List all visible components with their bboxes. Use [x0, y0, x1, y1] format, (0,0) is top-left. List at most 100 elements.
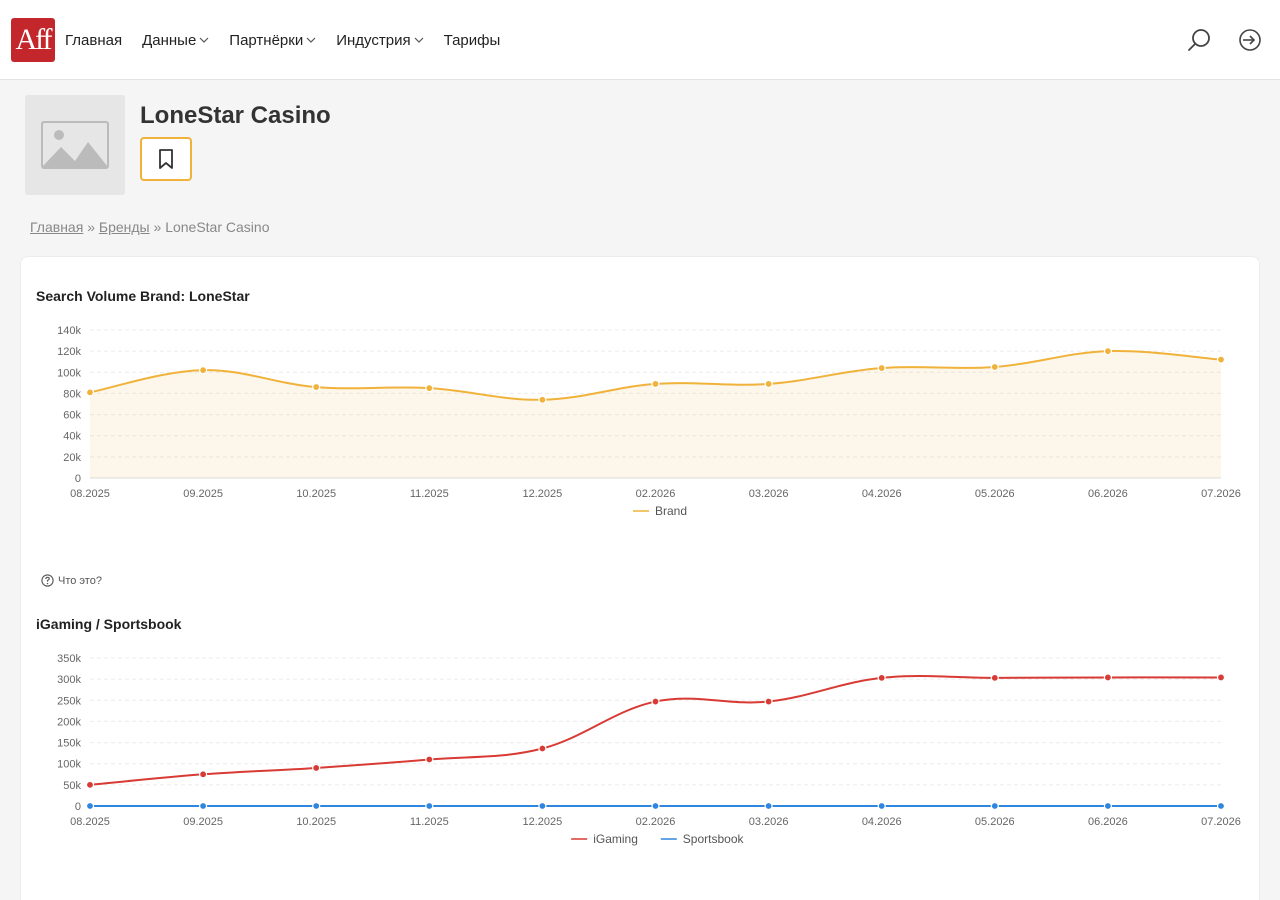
y-tick-label: 40k	[63, 431, 81, 443]
y-tick-label: 120k	[57, 346, 81, 358]
data-point[interactable]	[199, 801, 208, 811]
data-point[interactable]	[85, 780, 95, 789]
breadcrumb-brands-link[interactable]: Бренды	[98, 219, 150, 235]
data-point[interactable]	[312, 763, 321, 773]
top-header: Aff Главная Данные Партнёрки Индустрия Т…	[0, 0, 1280, 80]
x-tick-label: 06.2026	[1088, 488, 1128, 500]
data-point[interactable]	[1103, 801, 1113, 811]
data-point[interactable]	[1103, 673, 1113, 682]
y-tick-label: 50k	[63, 780, 81, 792]
x-tick-label: 10.2025	[296, 488, 336, 500]
data-point[interactable]	[1216, 673, 1226, 682]
breadcrumb-separator: »	[87, 219, 95, 235]
data-point[interactable]	[990, 801, 999, 811]
chevron-down-icon	[199, 37, 209, 43]
igaming-sportsbook-chart: 0 50k 100k 150k 200k 250k 300k 350k 08.2025 09.20…	[57, 653, 1241, 846]
chevron-down-icon	[306, 37, 316, 43]
x-tick-label: 07.2026	[1201, 488, 1241, 500]
search-volume-chart: 0 20k 40k 60k 80k 100k 120k 140k 08.2025 09.2025 1…	[57, 325, 1241, 518]
nav-home[interactable]: Главная	[65, 32, 122, 49]
y-tick-label: 140k	[57, 325, 81, 337]
y-tick-label: 0	[75, 473, 81, 485]
x-tick-label: 04.2026	[862, 816, 902, 828]
data-point[interactable]	[1216, 355, 1226, 364]
x-tick-label: 05.2026	[975, 488, 1015, 500]
data-point[interactable]	[538, 744, 547, 753]
breadcrumb: Главная » Бренды » LoneStar Casino	[30, 219, 269, 235]
chevron-down-icon	[414, 37, 424, 43]
question-icon	[41, 574, 54, 587]
data-point[interactable]	[651, 801, 660, 811]
breadcrumb-separator: »	[153, 219, 162, 235]
help-link[interactable]: Что это?	[41, 574, 102, 587]
bookmark-button[interactable]	[140, 137, 192, 181]
nav-tariffs[interactable]: Тарифы	[444, 32, 501, 49]
y-tick-label: 150k	[57, 738, 81, 750]
data-point[interactable]	[651, 697, 660, 706]
x-tick-label: 08.2025	[70, 488, 110, 500]
data-point[interactable]	[85, 801, 95, 811]
data-point[interactable]	[1103, 347, 1113, 356]
data-point[interactable]	[425, 755, 434, 764]
breadcrumb-home-link[interactable]: Главная	[30, 219, 84, 235]
y-tick-label: 100k	[57, 367, 81, 379]
data-point[interactable]	[538, 395, 547, 404]
nav-label: Главная	[65, 31, 123, 49]
search-icon[interactable]	[1186, 27, 1212, 53]
y-tick-label: 250k	[57, 695, 81, 707]
data-point[interactable]	[425, 384, 434, 393]
main-nav: Главная Данные Партнёрки Индустрия Тариф…	[65, 0, 520, 80]
chart-title-search-volume: Search Volume Brand: LoneStar	[36, 288, 250, 304]
chart-title-igaming: iGaming / Sportsbook	[36, 616, 182, 632]
x-tick-label: 08.2025	[70, 816, 110, 828]
breadcrumb-current: LoneStar Casino	[165, 219, 270, 235]
legend-label[interactable]: Sportsbook	[683, 832, 745, 846]
series-area	[90, 350, 1221, 478]
x-tick-label: 09.2025	[183, 816, 223, 828]
x-tick-label: 03.2026	[749, 816, 789, 828]
login-icon[interactable]	[1237, 27, 1263, 53]
nav-industry[interactable]: Индустрия	[336, 32, 424, 49]
legend-label[interactable]: Brand	[655, 504, 687, 518]
data-point[interactable]	[764, 697, 773, 706]
y-tick-label: 0	[75, 801, 81, 813]
nav-partners[interactable]: Партнёрки	[229, 32, 316, 49]
data-point[interactable]	[538, 801, 547, 811]
nav-data[interactable]: Данные	[142, 32, 209, 49]
data-point[interactable]	[764, 379, 773, 389]
data-point[interactable]	[877, 363, 886, 373]
x-tick-label: 02.2026	[636, 816, 676, 828]
data-point[interactable]	[877, 801, 886, 811]
x-tick-label: 12.2025	[523, 488, 563, 500]
data-point[interactable]	[85, 388, 95, 397]
data-point[interactable]	[990, 673, 999, 682]
x-tick-label: 06.2026	[1088, 816, 1128, 828]
nav-label: Партнёрки	[229, 31, 304, 49]
logo[interactable]: Aff	[11, 18, 55, 62]
nav-label: Тарифы	[443, 31, 501, 49]
x-tick-label: 11.2025	[410, 816, 449, 828]
data-point[interactable]	[764, 801, 773, 811]
x-tick-label: 03.2026	[749, 488, 789, 500]
series-line	[89, 675, 1222, 786]
data-point[interactable]	[1216, 801, 1226, 811]
data-point[interactable]	[425, 801, 434, 811]
y-tick-label: 200k	[57, 716, 81, 728]
y-tick-label: 20k	[63, 452, 81, 464]
y-tick-label: 300k	[57, 674, 81, 686]
data-point[interactable]	[877, 673, 886, 682]
data-point[interactable]	[651, 379, 660, 389]
image-placeholder-icon	[41, 121, 109, 169]
data-point[interactable]	[990, 362, 999, 372]
x-tick-label: 09.2025	[183, 488, 223, 500]
data-point[interactable]	[312, 801, 321, 811]
nav-label: Данные	[142, 31, 197, 49]
data-point[interactable]	[312, 382, 321, 392]
data-point[interactable]	[199, 770, 208, 779]
legend-label[interactable]: iGaming	[593, 832, 638, 846]
x-tick-label: 12.2025	[523, 816, 563, 828]
x-tick-label: 05.2026	[975, 816, 1015, 828]
x-tick-label: 02.2026	[636, 488, 676, 500]
data-point[interactable]	[199, 366, 208, 375]
charts-card: Search Volume Brand: LoneStar 0 20k 40k 60k…	[20, 256, 1260, 900]
